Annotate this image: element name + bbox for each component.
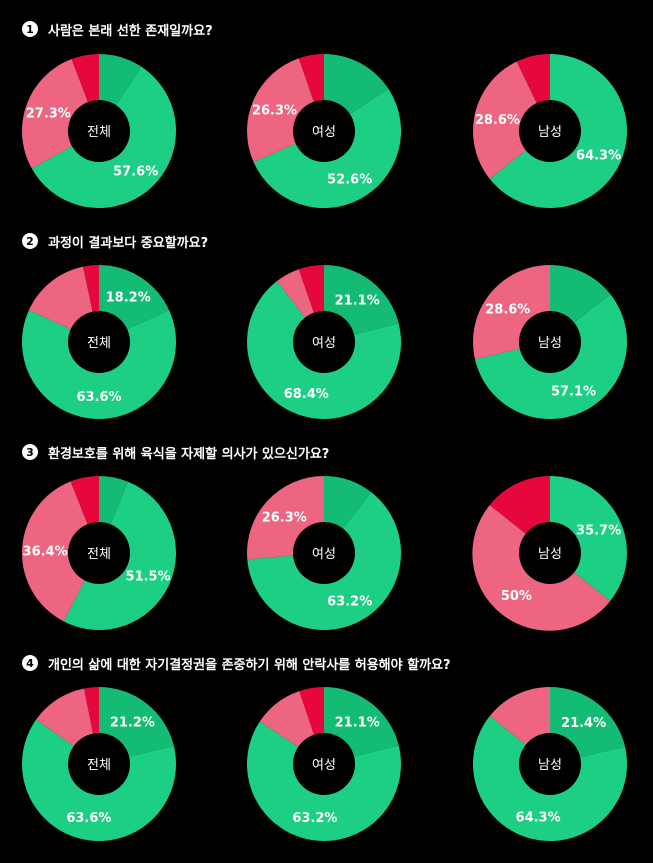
donut-chart-q1-male: 남성 64.3% 28.6% [473,54,628,208]
donut-center-label: 남성 [538,125,562,140]
slice-percent-label: 68.4% [284,387,329,402]
question-2-heading: 2 과정이 결과보다 중요할까요? [22,231,208,251]
slice-percent-label: 64.3% [576,149,621,164]
donut-chart-q2-all: 전체 18.2% 63.6% [22,265,177,419]
question-text: 개인의 삶에 대한 자기결정권을 존중하기 위해 안락사를 허용해야 할까요? [48,657,451,673]
pie-slice [550,476,627,601]
slice-percent-label: 57.6% [113,165,158,180]
question-number-badge: 1 [22,21,38,37]
donut-center-label: 여성 [312,758,336,773]
donut-center-label: 남성 [538,758,562,773]
slice-percent-label: 63.2% [292,811,337,826]
donut-center-label: 전체 [87,758,111,773]
donut-center-label: 전체 [87,547,111,562]
slice-percent-label: 18.2% [106,291,151,306]
question-3-heading: 3 환경보호를 위해 육식을 자제할 의사가 있으신가요? [22,442,329,462]
slice-percent-label: 51.5% [126,570,171,585]
donut-hole [68,522,130,584]
slice-percent-label: 27.3% [26,107,71,122]
slice-percent-label: 63.2% [327,595,372,610]
slice-percent-label: 21.1% [335,293,380,308]
donut-hole [293,522,355,584]
question-number-badge: 3 [22,444,38,460]
question-text: 환경보호를 위해 육식을 자제할 의사가 있으신가요? [48,446,330,462]
donut-hole [293,733,355,795]
donut-hole [519,100,581,162]
slice-percent-label: 28.6% [475,113,520,128]
donut-hole [293,100,355,162]
donut-hole [68,100,130,162]
pie-slice [473,61,550,179]
slice-percent-label: 21.4% [561,716,606,731]
donut-hole [293,311,355,373]
slice-percent-label: 21.2% [110,716,155,731]
question-number-badge: 4 [22,655,38,671]
question-1-heading: 1 사람은 본래 선한 존재일까요? [22,19,213,39]
slice-percent-label: 63.6% [76,390,121,405]
slice-percent-label: 28.6% [485,302,530,317]
donut-hole [519,311,581,373]
donut-center-label: 여성 [312,336,336,351]
question-4-heading: 4 개인의 삶에 대한 자기결정권을 존중하기 위해 안락사를 허용해야 할까요… [22,653,451,673]
donut-center-label: 전체 [87,125,111,140]
donut-center-label: 남성 [538,547,562,562]
donut-chart-q1-female: 여성 52.6% 26.3% [247,54,402,209]
slice-percent-label: 26.3% [252,103,297,118]
slice-percent-label: 26.3% [262,510,307,525]
donut-chart-q2-male: 남성 57.1% 28.6% [472,265,628,420]
question-text: 과정이 결과보다 중요할까요? [48,235,209,251]
slice-percent-label: 57.1% [551,385,596,400]
donut-chart-q4-male: 남성 21.4% 64.3% [473,687,628,842]
slice-percent-label: 36.4% [23,544,68,559]
donut-hole [68,311,130,373]
question-text: 사람은 본래 선한 존재일까요? [48,23,213,39]
donut-chart-q1-all: 전체 57.6% 27.3% [22,54,177,209]
slice-percent-label: 50% [501,589,532,604]
donut-center-label: 전체 [87,336,111,351]
donut-chart-q4-all: 전체 21.2% 63.6% [22,687,177,841]
donut-chart-q3-female: 여성 63.2% 26.3% [247,476,402,631]
question-number-badge: 2 [22,233,38,249]
donut-chart-q4-female: 여성 21.1% 63.2% [247,687,402,842]
slice-percent-label: 52.6% [327,173,372,188]
slice-percent-label: 21.1% [335,715,380,730]
slice-percent-label: 63.6% [66,811,111,826]
donut-center-label: 여성 [312,547,336,562]
donut-center-label: 여성 [312,125,336,140]
donut-chart-q3-male: 남성 35.7% 50% [472,476,627,631]
slice-percent-label: 64.3% [516,811,561,826]
donut-center-label: 남성 [538,336,562,351]
donut-hole [68,733,130,795]
slice-percent-label: 35.7% [576,524,621,539]
donut-hole [519,522,581,584]
donut-hole [519,733,581,795]
donut-chart-q3-all: 전체 51.5% 36.4% [21,476,177,631]
pie-slice [21,481,100,622]
donut-chart-q2-female: 여성 21.1% 68.4% [247,265,402,420]
